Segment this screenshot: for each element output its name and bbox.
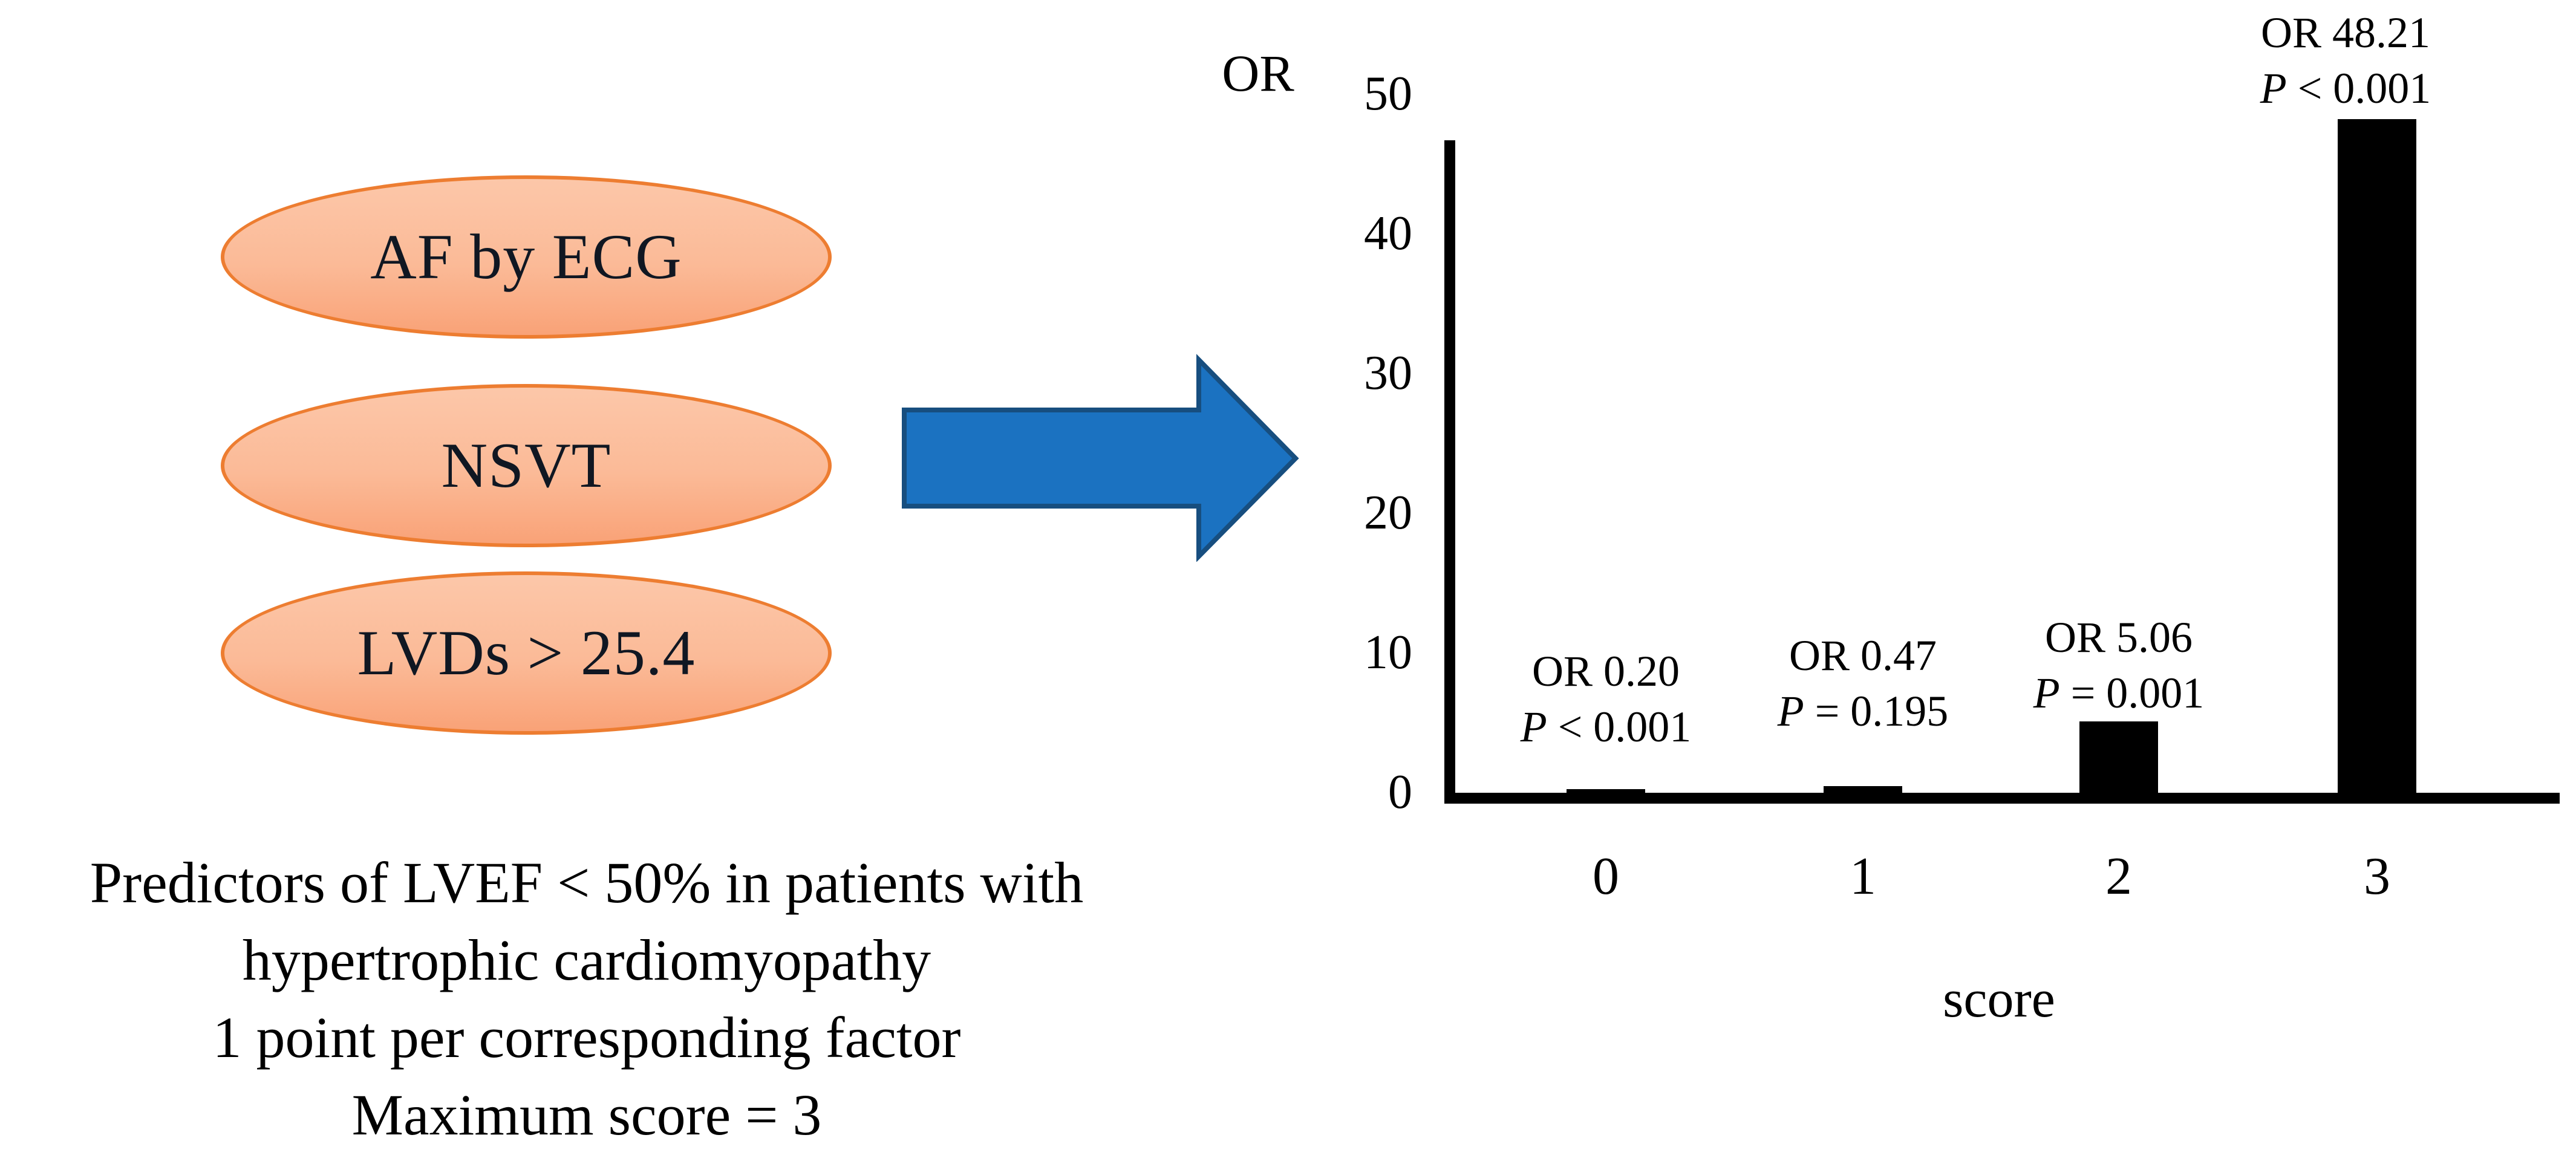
factor-label: LVDs > 25.4: [357, 617, 696, 688]
or-value-label: OR 48.21: [2260, 8, 2431, 57]
caption: Predictors of LVEF < 50% in patients wit…: [0, 844, 1173, 1154]
annotation-score-3: OR 48.21 P < 0.001: [2158, 5, 2533, 116]
or-value-label: OR 0.20: [1531, 647, 1680, 695]
x-tick-3: 3: [2364, 847, 2390, 906]
bar-score-3: [2338, 119, 2416, 793]
factor-ellipse-lvds: LVDs > 25.4: [221, 571, 832, 735]
annotation-score-2: OR 5.06 P = 0.001: [1931, 610, 2306, 721]
right-arrow-icon: [902, 354, 1299, 562]
y-tick-50: 50: [1364, 67, 1412, 120]
y-axis-line: [1444, 140, 1455, 804]
x-axis-title: score: [1943, 970, 2055, 1029]
caption-line: Predictors of LVEF < 50% in patients wit…: [90, 850, 1084, 915]
factor-ellipse-nsvt: NSVT: [221, 384, 832, 547]
annotation-score-0: OR 0.20 P < 0.001: [1418, 643, 1793, 755]
bar-score-0: [1567, 789, 1645, 793]
y-axis-title: OR: [1222, 44, 1294, 102]
caption-line: hypertrophic cardiomyopathy: [242, 928, 931, 992]
factor-label: AF by ECG: [370, 221, 682, 292]
y-tick-30: 30: [1364, 346, 1412, 400]
p-value-label: P = 0.195: [1777, 687, 1949, 735]
x-axis-line: [1444, 793, 2560, 804]
right-arrow-shape: [902, 354, 1299, 562]
factor-ellipse-af-ecg: AF by ECG: [221, 175, 832, 339]
p-value-label: P < 0.001: [1520, 703, 1692, 751]
x-tick-1: 1: [1850, 847, 1876, 906]
y-tick-0: 0: [1388, 766, 1412, 819]
caption-line: Maximum score = 3: [351, 1082, 822, 1147]
or-value-label: OR 5.06: [2044, 613, 2193, 662]
y-tick-10: 10: [1364, 626, 1412, 679]
x-tick-2: 2: [2105, 847, 2132, 906]
annotation-score-1: OR 0.47 P = 0.195: [1675, 628, 2050, 739]
p-value-label: P < 0.001: [2260, 64, 2431, 112]
p-value-label: P = 0.001: [2033, 669, 2205, 717]
x-tick-0: 0: [1593, 847, 1619, 906]
bar-score-2: [2079, 721, 2158, 793]
caption-line: 1 point per corresponding factor: [212, 1005, 961, 1070]
or-value-label: OR 0.47: [1789, 631, 1937, 680]
factor-label: NSVT: [441, 430, 611, 501]
y-tick-20: 20: [1364, 486, 1412, 539]
bar-score-1: [1824, 786, 1902, 793]
y-tick-40: 40: [1364, 207, 1412, 260]
